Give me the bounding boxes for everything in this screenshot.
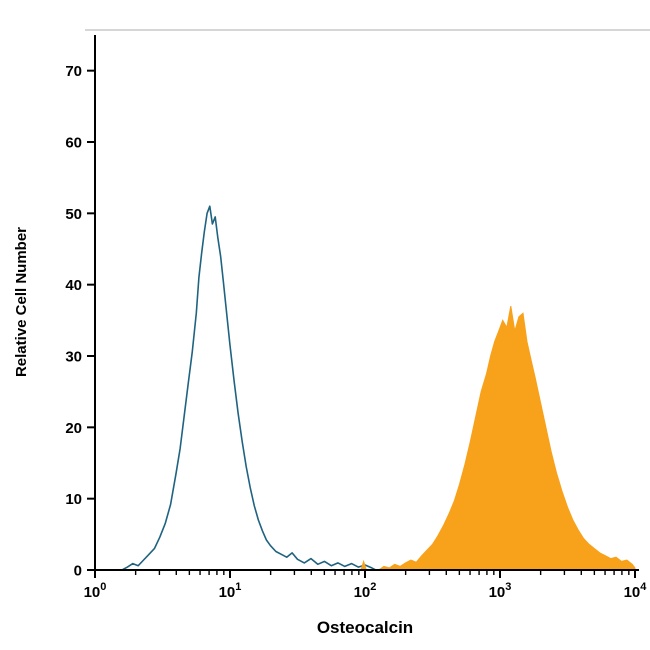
x-tick-label: 103 <box>489 581 512 601</box>
y-tick-label: 30 <box>65 349 82 366</box>
y-tick-label: 20 <box>65 420 82 437</box>
osteocalcin-stained-filled-histogram <box>360 306 636 571</box>
y-axis-title: Relative Cell Number <box>13 227 30 377</box>
control-open-histogram <box>121 205 377 571</box>
y-tick-label: 40 <box>65 277 82 294</box>
x-tick-label: 102 <box>354 581 377 601</box>
y-tick-label: 70 <box>65 63 82 80</box>
y-tick-label: 60 <box>65 135 82 152</box>
y-tick-label: 50 <box>65 206 82 223</box>
chart-layer: 0 10 20 30 40 50 60 70 100 101 102 103 104 <box>65 29 650 601</box>
x-axis-title: Osteocalcin <box>317 618 413 637</box>
x-tick-label: 101 <box>219 581 242 601</box>
x-tick-label: 100 <box>84 581 107 601</box>
y-tick-label: 10 <box>65 491 82 508</box>
x-tick-label: 104 <box>624 581 648 601</box>
y-tick-label: 0 <box>74 563 82 580</box>
